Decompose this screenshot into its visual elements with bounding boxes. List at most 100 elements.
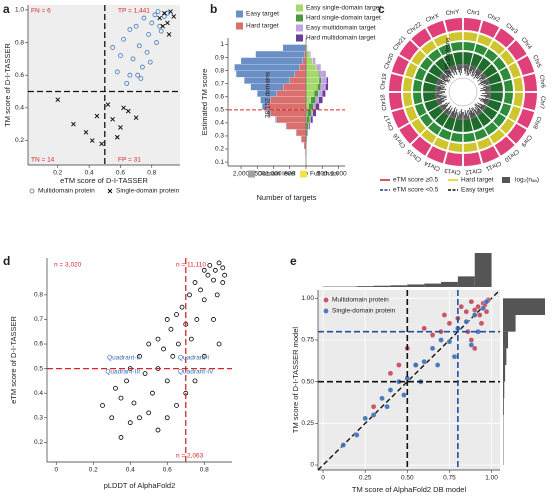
ring-tick bbox=[457, 64, 460, 73]
ring-segment bbox=[477, 57, 491, 72]
legend-label: Hard single-domain target bbox=[306, 15, 381, 22]
ring-tick bbox=[438, 102, 443, 106]
ring-tick bbox=[435, 94, 445, 97]
ring-segment bbox=[424, 72, 439, 85]
data-point bbox=[100, 403, 105, 408]
ring-tick bbox=[476, 72, 484, 80]
ring-segment bbox=[494, 136, 515, 156]
bar-segment bbox=[308, 103, 314, 110]
ring-tick bbox=[435, 85, 445, 89]
x-tick-label: 0.6 bbox=[163, 467, 172, 474]
ring-segment bbox=[403, 92, 413, 107]
ring-segment bbox=[391, 55, 409, 76]
ring-tick bbox=[449, 67, 453, 73]
ring-tick bbox=[440, 102, 450, 110]
data-point bbox=[89, 138, 95, 143]
data-point bbox=[105, 102, 111, 107]
ring-segment bbox=[463, 119, 473, 132]
marginal-bar bbox=[356, 286, 374, 287]
ring-segment bbox=[435, 57, 449, 72]
legend-label: Hard multidomain target bbox=[306, 35, 376, 42]
ring-tick bbox=[477, 102, 486, 109]
ring-tick bbox=[485, 82, 490, 85]
ring-tick bbox=[470, 110, 475, 118]
bar-segment bbox=[321, 77, 327, 84]
data-point bbox=[131, 400, 137, 406]
ring-tick bbox=[441, 104, 449, 111]
x-tick-label: 0.4 bbox=[126, 467, 135, 474]
data-point bbox=[55, 97, 61, 103]
y-axis-title: TM score of D-I-TASSER bbox=[3, 43, 12, 127]
data-point bbox=[99, 141, 104, 147]
ring-tick bbox=[440, 74, 449, 81]
legend-label: Easy target bbox=[461, 187, 494, 194]
data-point bbox=[149, 20, 155, 26]
x-axis-title: TM score of AlphaFold2 DB model bbox=[352, 485, 467, 494]
bar-segment bbox=[234, 64, 300, 71]
bar-segment bbox=[312, 109, 317, 117]
annotation: FN = 6 bbox=[31, 8, 51, 15]
data-point bbox=[480, 305, 486, 312]
ring-tick bbox=[482, 80, 489, 84]
bar-segment bbox=[318, 77, 322, 84]
data-point bbox=[384, 403, 390, 410]
ring-tick bbox=[456, 112, 459, 120]
legend-label: Multidomain protein bbox=[332, 297, 389, 304]
data-point bbox=[109, 415, 115, 421]
x-tick-label: 500 bbox=[317, 171, 328, 178]
ring-tick bbox=[460, 108, 463, 120]
bar-segment bbox=[299, 64, 307, 71]
bar-segment bbox=[294, 70, 307, 78]
y-tick-label: 0.5 bbox=[215, 107, 224, 114]
data-point bbox=[212, 267, 218, 273]
ring-segment bbox=[470, 116, 483, 131]
legend-label: eTM score <0.5 bbox=[393, 187, 439, 194]
ring-tick bbox=[480, 106, 486, 110]
annotation: TP = 1,441 bbox=[118, 8, 150, 15]
x-tick-label: 0.2 bbox=[89, 467, 98, 474]
bar-segment bbox=[315, 96, 319, 104]
x-tick-label: 0.2 bbox=[53, 170, 62, 177]
ring-tick bbox=[447, 110, 452, 116]
data-point bbox=[133, 115, 139, 120]
ring-tick bbox=[480, 103, 487, 109]
ring-tick bbox=[469, 65, 474, 75]
ring-tick bbox=[474, 104, 483, 113]
ring-segment bbox=[507, 40, 527, 61]
ring-segment bbox=[477, 137, 493, 150]
ring-tick bbox=[466, 64, 469, 73]
ring-tick bbox=[437, 98, 447, 104]
ring-segment bbox=[389, 92, 403, 111]
ring-segment bbox=[433, 137, 449, 150]
data-point bbox=[214, 292, 220, 298]
ring-segment bbox=[411, 118, 426, 134]
bar-segment bbox=[316, 64, 321, 71]
bar-segment bbox=[305, 50, 310, 58]
data-point bbox=[146, 410, 152, 416]
ring-tick bbox=[483, 85, 491, 88]
legend-marker bbox=[29, 188, 35, 194]
ring-tick bbox=[481, 92, 491, 95]
x-tick-label: 500 bbox=[284, 171, 295, 178]
ring-tick bbox=[452, 113, 455, 119]
ring-tick bbox=[451, 66, 454, 71]
ring-segment bbox=[444, 18, 463, 32]
ring-tick bbox=[436, 82, 441, 85]
ring-tick bbox=[464, 64, 467, 75]
ring-tick bbox=[444, 105, 452, 114]
data-point bbox=[370, 403, 377, 410]
ring-tick bbox=[482, 83, 490, 87]
ring-segment bbox=[499, 67, 512, 81]
marginal-bar bbox=[503, 298, 545, 315]
ring-tick bbox=[465, 112, 468, 120]
ring-segment bbox=[500, 118, 515, 134]
data-point bbox=[124, 80, 130, 86]
ring-segment bbox=[463, 132, 476, 142]
ring-segment bbox=[389, 73, 403, 92]
chromosome-label: Chr8 bbox=[531, 115, 542, 130]
y-tick-label: 0.8 bbox=[215, 67, 224, 74]
legend-swatch bbox=[248, 170, 255, 178]
data-point bbox=[139, 64, 145, 70]
annotation: n = 2,063 bbox=[176, 453, 204, 460]
bar-segment bbox=[305, 64, 316, 71]
